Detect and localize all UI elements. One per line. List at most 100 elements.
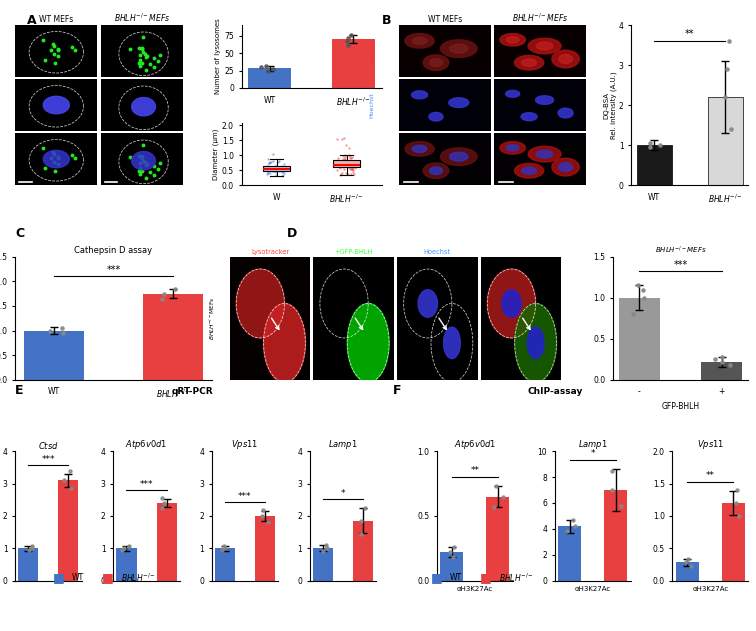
Text: DQ-BSA: DQ-BSA xyxy=(370,39,374,63)
Polygon shape xyxy=(444,327,460,358)
Polygon shape xyxy=(559,163,572,172)
Polygon shape xyxy=(441,40,477,57)
Title: Lysotracker: Lysotracker xyxy=(251,249,289,255)
X-axis label: αH3K27Ac: αH3K27Ac xyxy=(692,586,729,592)
Polygon shape xyxy=(507,37,519,43)
Polygon shape xyxy=(405,141,434,156)
Bar xyxy=(313,548,333,581)
Title: WT MEFs: WT MEFs xyxy=(39,16,73,25)
Title: $\it{Vps11}$: $\it{Vps11}$ xyxy=(231,439,259,451)
PathPatch shape xyxy=(263,166,290,171)
Bar xyxy=(486,497,510,581)
Text: qRT-PCR: qRT-PCR xyxy=(172,387,214,396)
Polygon shape xyxy=(264,304,305,382)
Polygon shape xyxy=(536,42,553,50)
Bar xyxy=(701,362,742,380)
Text: F: F xyxy=(393,384,401,398)
Text: Merge: Merge xyxy=(370,150,374,169)
Polygon shape xyxy=(450,152,468,161)
Bar xyxy=(18,548,39,581)
Y-axis label: Number of lysosomes: Number of lysosomes xyxy=(215,19,222,95)
Polygon shape xyxy=(528,38,561,54)
Polygon shape xyxy=(412,145,427,153)
PathPatch shape xyxy=(333,160,360,167)
Polygon shape xyxy=(521,113,537,121)
Text: A: A xyxy=(26,14,36,27)
Bar xyxy=(58,480,79,581)
Bar xyxy=(144,293,203,380)
Title: Merge: Merge xyxy=(511,249,531,255)
Polygon shape xyxy=(411,91,428,99)
Polygon shape xyxy=(43,150,70,168)
Title: WT MEFs: WT MEFs xyxy=(428,16,462,25)
Polygon shape xyxy=(405,33,434,48)
Text: D: D xyxy=(287,227,298,240)
Polygon shape xyxy=(132,151,156,170)
X-axis label: αH3K27Ac: αH3K27Ac xyxy=(575,586,611,592)
Text: Hoechst: Hoechst xyxy=(370,92,374,118)
Bar xyxy=(604,490,627,581)
Polygon shape xyxy=(515,304,556,382)
Bar xyxy=(637,145,672,186)
Polygon shape xyxy=(522,167,536,174)
Text: $BHLH^{-/-}$: $BHLH^{-/-}$ xyxy=(499,571,534,584)
Title: $BHLH^{-/-}$MEFs: $BHLH^{-/-}$MEFs xyxy=(655,245,706,256)
Title: $\it{Atp6v0d1}$: $\it{Atp6v0d1}$ xyxy=(125,439,168,451)
Polygon shape xyxy=(558,108,573,118)
Bar xyxy=(24,331,84,380)
Text: **: ** xyxy=(706,471,715,480)
Text: WT: WT xyxy=(72,573,84,582)
Text: ■: ■ xyxy=(480,571,492,584)
Polygon shape xyxy=(347,304,389,382)
Bar xyxy=(332,39,375,88)
Title: $BHLH^{-/-}$MEFs: $BHLH^{-/-}$MEFs xyxy=(113,12,170,25)
Title: Hoechst: Hoechst xyxy=(424,249,451,255)
Polygon shape xyxy=(528,146,561,162)
Polygon shape xyxy=(552,158,579,176)
Bar xyxy=(255,516,275,581)
Title: +GFP-BHLH: +GFP-BHLH xyxy=(335,249,373,255)
Text: *: * xyxy=(341,489,345,498)
Polygon shape xyxy=(450,44,468,53)
Text: ***: *** xyxy=(140,480,153,489)
Polygon shape xyxy=(429,59,442,66)
Text: ***: *** xyxy=(107,265,121,275)
Text: E: E xyxy=(15,384,23,398)
Polygon shape xyxy=(500,141,525,154)
Polygon shape xyxy=(429,167,442,175)
Bar xyxy=(353,521,373,581)
Text: $BHLH^{-/-}$MEFs: $BHLH^{-/-}$MEFs xyxy=(207,297,217,340)
Bar xyxy=(558,526,581,581)
Title: $\it{Vps11}$: $\it{Vps11}$ xyxy=(697,439,724,451)
Title: $\it{Atp6v0d1}$: $\it{Atp6v0d1}$ xyxy=(454,439,496,451)
Bar xyxy=(215,548,235,581)
Title: Cathepsin D assay: Cathepsin D assay xyxy=(74,245,153,254)
Text: **: ** xyxy=(685,29,695,39)
Bar xyxy=(116,548,137,581)
Text: C: C xyxy=(15,227,24,240)
Polygon shape xyxy=(527,327,544,358)
Polygon shape xyxy=(506,90,519,97)
Bar xyxy=(248,69,292,88)
Text: ■: ■ xyxy=(431,571,443,584)
Text: WT: WT xyxy=(450,573,462,582)
Polygon shape xyxy=(502,290,521,317)
Text: *: * xyxy=(590,449,595,457)
X-axis label: GFP-BHLH: GFP-BHLH xyxy=(662,402,699,411)
Polygon shape xyxy=(423,55,449,71)
Bar xyxy=(619,298,660,380)
Polygon shape xyxy=(236,269,284,338)
Polygon shape xyxy=(559,55,572,64)
Polygon shape xyxy=(429,112,443,121)
Bar xyxy=(722,503,745,581)
Polygon shape xyxy=(507,144,519,151)
Bar xyxy=(156,503,177,581)
Bar xyxy=(440,552,463,581)
Polygon shape xyxy=(412,37,427,44)
Polygon shape xyxy=(449,98,469,107)
Text: **: ** xyxy=(470,466,479,475)
Title: $\it{Lamp1}$: $\it{Lamp1}$ xyxy=(578,439,608,451)
Polygon shape xyxy=(43,97,70,114)
Y-axis label: DQ-BSA
Rel. intensity (A.U.): DQ-BSA Rel. intensity (A.U.) xyxy=(604,71,618,139)
Bar xyxy=(708,97,743,186)
